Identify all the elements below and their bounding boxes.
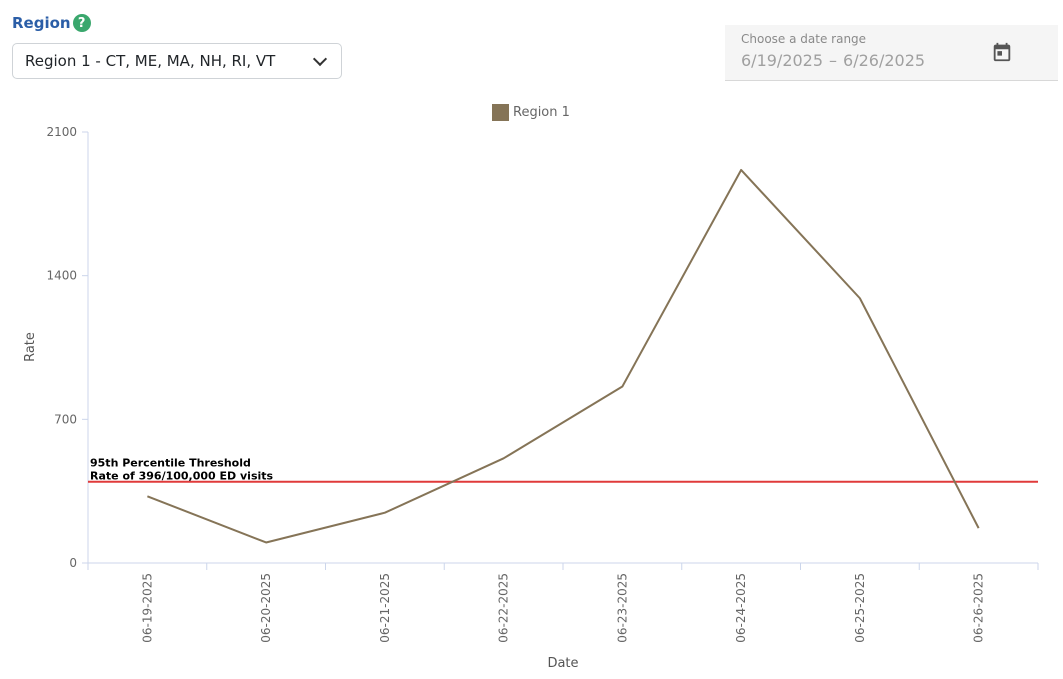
x-tick-label: 06-25-2025: [853, 573, 867, 643]
region-label: Region ?: [12, 14, 91, 32]
x-tick-label: 06-24-2025: [734, 573, 748, 643]
series-line: [147, 168, 980, 544]
calendar-icon[interactable]: [991, 41, 1013, 63]
x-tick-label: 06-22-2025: [497, 573, 511, 643]
y-tick-label: 700: [54, 412, 77, 426]
threshold-label-line2: Rate of 396/100,000 ED visits: [90, 470, 274, 483]
y-tick-label: 2100: [46, 125, 77, 139]
date-range-separator: –: [829, 51, 838, 70]
date-range-label: Choose a date range: [741, 32, 867, 46]
region-select[interactable]: Region 1 - CT, ME, MA, NH, RI, VT: [12, 43, 342, 79]
y-axis-label: Rate: [23, 332, 38, 362]
x-tick-label: 06-23-2025: [615, 573, 629, 643]
chart-legend[interactable]: Region 1: [492, 104, 570, 121]
legend-series-name: Region 1: [513, 105, 570, 120]
chart-axes: 0 700 1400 2100 06-19-2025 06-20-2025 06-21-20…: [46, 125, 1039, 643]
series-group: [147, 168, 980, 544]
date-range-picker[interactable]: Choose a date range 6/19/2025–6/26/2025: [725, 25, 1058, 81]
region-select-value: Region 1 - CT, ME, MA, NH, RI, VT: [25, 52, 276, 70]
region-title: Region: [12, 14, 71, 32]
date-range-value[interactable]: 6/19/2025–6/26/2025: [741, 51, 925, 70]
date-range-end: 6/26/2025: [843, 51, 926, 70]
x-tick-label: 06-19-2025: [140, 573, 154, 643]
y-tick-label: 0: [69, 556, 77, 570]
question-circle-icon[interactable]: ?: [72, 14, 91, 32]
date-range-start: 6/19/2025: [741, 51, 824, 70]
x-axis-label: Date: [547, 656, 578, 671]
x-tick-label: 06-21-2025: [378, 573, 392, 643]
legend-swatch: [492, 104, 509, 121]
x-tick-label: 06-26-2025: [972, 573, 986, 643]
y-tick-label: 1400: [46, 269, 77, 283]
threshold-label-line1: 95th Percentile Threshold: [90, 457, 251, 470]
x-tick-label: 06-20-2025: [259, 573, 273, 643]
